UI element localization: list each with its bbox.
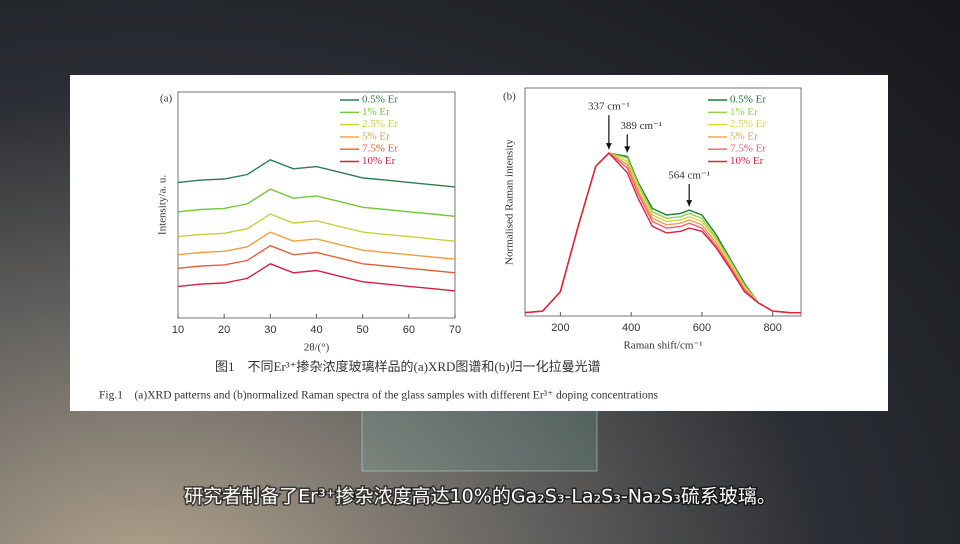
series-line [177, 188, 456, 217]
legend-label: 10% Er [730, 155, 764, 167]
caption-zh: 图1 不同Er³⁺掺杂浓度玻璃样品的(a)XRD图谱和(b)归一化拉曼光谱 [215, 359, 601, 374]
arrow-head [624, 146, 631, 153]
series-line [177, 231, 456, 260]
legend-label: 1% Er [362, 106, 390, 118]
x-axis-label: Raman shift/cm⁻¹ [623, 340, 702, 352]
x-tick-label: 10 [172, 324, 184, 336]
annotation-label: 564 cm⁻¹ [668, 170, 710, 182]
x-axis-label: 2θ/(°) [304, 342, 330, 354]
series-line [524, 152, 801, 314]
caption-en: Fig.1 (a)XRD patterns and (b)normalized … [99, 390, 658, 402]
x-tick-label: 800 [764, 322, 782, 334]
subtitle: 研究者制备了Er³⁺掺杂浓度高达10%的Ga₂S₃-La₂S₃-Na₂S₃硫系玻… [184, 486, 776, 508]
annotation-label: 389 cm⁻¹ [620, 120, 662, 132]
legend-label: 0.5% Er [362, 94, 398, 106]
glass-sample [361, 404, 598, 472]
legend-label: 5% Er [730, 130, 758, 142]
x-tick-label: 30 [264, 324, 276, 336]
y-axis-label: Normalised Raman intensity [504, 139, 516, 265]
legend-label: 10% Er [362, 155, 396, 167]
y-axis-label: Intensity/a. u. [157, 175, 169, 235]
arrow-head [605, 143, 612, 150]
legend-label: 7.5% Er [730, 143, 766, 155]
x-tick-label: 40 [310, 324, 322, 336]
series-line [177, 159, 456, 188]
plot-frame [524, 87, 802, 317]
x-tick-label: 50 [357, 324, 369, 336]
series-line [177, 213, 456, 242]
annotation-label: 337 cm⁻¹ [588, 101, 630, 113]
panel-label: (a) [160, 93, 173, 105]
panel-label: (b) [503, 91, 516, 103]
x-tick-label: 60 [403, 324, 415, 336]
x-tick-label: 70 [449, 324, 461, 336]
legend-label: 1% Er [730, 106, 758, 118]
legend-label: 0.5% Er [730, 94, 766, 106]
x-tick-label: 200 [551, 322, 569, 334]
x-tick-label: 20 [218, 324, 230, 336]
x-tick-label: 600 [693, 322, 711, 334]
figure-panel [70, 75, 888, 411]
legend-label: 2.5% Er [730, 118, 766, 130]
x-tick-label: 400 [622, 322, 640, 334]
series-line [177, 263, 456, 292]
arrow-head [686, 200, 693, 207]
legend-label: 7.5% Er [362, 143, 398, 155]
legend-label: 5% Er [362, 130, 390, 142]
legend-label: 2.5% Er [362, 118, 398, 130]
series-line [177, 244, 456, 274]
